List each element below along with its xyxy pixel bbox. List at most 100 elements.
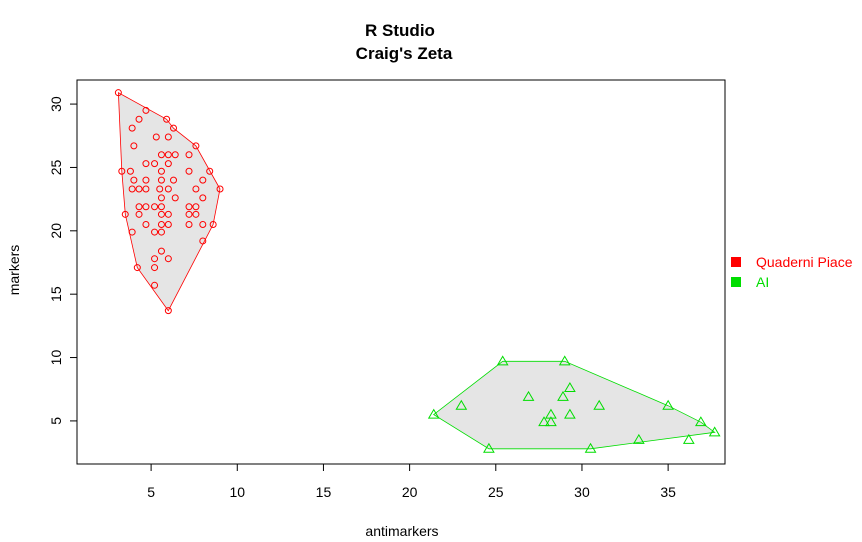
point-quaderni bbox=[216, 185, 224, 193]
point-ai bbox=[538, 416, 550, 427]
x-tick-label: 25 bbox=[488, 484, 504, 500]
y-tick-label: 25 bbox=[48, 159, 64, 175]
point-ai bbox=[662, 399, 675, 410]
point-quaderni bbox=[185, 151, 193, 159]
points-layer bbox=[114, 89, 721, 453]
point-quaderni bbox=[157, 228, 165, 236]
legend-swatch bbox=[731, 277, 741, 287]
point-quaderni bbox=[157, 167, 165, 175]
point-quaderni bbox=[164, 220, 172, 228]
point-quaderni bbox=[157, 220, 165, 228]
point-quaderni bbox=[142, 185, 150, 193]
point-quaderni bbox=[142, 203, 150, 211]
point-quaderni bbox=[128, 124, 136, 132]
legend-label: Quaderni Piace bbox=[756, 254, 853, 270]
point-quaderni bbox=[151, 160, 159, 168]
point-quaderni bbox=[121, 210, 129, 218]
point-quaderni bbox=[164, 151, 172, 159]
x-tick-label: 5 bbox=[147, 484, 155, 500]
point-quaderni bbox=[126, 167, 134, 175]
point-quaderni bbox=[130, 142, 138, 150]
y-tick-label: 15 bbox=[48, 286, 64, 302]
point-ai bbox=[545, 416, 557, 427]
point-quaderni bbox=[192, 203, 200, 211]
point-ai bbox=[483, 442, 495, 453]
x-tick-label: 30 bbox=[574, 484, 590, 500]
point-quaderni bbox=[135, 203, 143, 211]
point-quaderni bbox=[164, 133, 172, 141]
point-quaderni bbox=[130, 176, 138, 184]
point-quaderni bbox=[199, 176, 207, 184]
point-ai bbox=[557, 390, 569, 401]
legend-label: AI bbox=[756, 274, 769, 290]
point-quaderni bbox=[151, 228, 159, 236]
x-axis-label: antimarkers bbox=[365, 523, 438, 539]
point-quaderni bbox=[206, 167, 214, 175]
point-quaderni bbox=[142, 176, 150, 184]
point-quaderni bbox=[151, 281, 159, 289]
point-quaderni bbox=[135, 210, 143, 218]
point-quaderni bbox=[151, 203, 159, 211]
point-quaderni bbox=[157, 247, 165, 255]
point-quaderni bbox=[164, 185, 172, 193]
point-quaderni bbox=[199, 237, 207, 245]
point-ai bbox=[593, 399, 606, 410]
y-tick-label: 5 bbox=[48, 417, 64, 425]
point-quaderni bbox=[135, 115, 143, 123]
point-quaderni bbox=[142, 106, 150, 114]
point-quaderni bbox=[209, 220, 217, 228]
point-quaderni bbox=[142, 220, 150, 228]
x-tick-label: 20 bbox=[402, 484, 418, 500]
hull-quaderni bbox=[117, 92, 221, 312]
point-ai bbox=[455, 399, 468, 410]
point-ai bbox=[708, 426, 721, 437]
point-quaderni bbox=[185, 203, 193, 211]
point-quaderni bbox=[142, 160, 150, 168]
point-quaderni bbox=[170, 124, 178, 132]
point-quaderni bbox=[151, 255, 159, 263]
point-ai bbox=[496, 355, 509, 366]
point-quaderni bbox=[171, 151, 179, 159]
point-quaderni bbox=[128, 185, 136, 193]
legend: Quaderni Piace AI bbox=[731, 254, 853, 290]
point-quaderni bbox=[157, 194, 165, 202]
point-quaderni bbox=[135, 185, 143, 193]
point-quaderni bbox=[185, 220, 193, 228]
point-quaderni bbox=[164, 255, 172, 263]
point-quaderni bbox=[170, 176, 178, 184]
point-quaderni bbox=[114, 89, 122, 97]
point-quaderni bbox=[185, 210, 193, 218]
x-axis: 5 10 15 20 25 30 35 bbox=[147, 463, 676, 500]
point-ai bbox=[558, 355, 571, 366]
point-quaderni bbox=[157, 203, 165, 211]
hull-layer bbox=[117, 92, 716, 450]
point-ai bbox=[564, 381, 576, 392]
point-ai bbox=[427, 408, 440, 419]
point-quaderni bbox=[151, 264, 159, 272]
legend-swatch bbox=[731, 257, 741, 267]
x-tick-label: 35 bbox=[660, 484, 676, 500]
point-quaderni bbox=[157, 176, 165, 184]
point-ai bbox=[584, 442, 597, 453]
point-ai bbox=[522, 390, 535, 401]
point-ai bbox=[632, 433, 645, 444]
point-quaderni bbox=[157, 210, 165, 218]
point-quaderni bbox=[199, 194, 207, 202]
point-quaderni bbox=[128, 228, 136, 236]
y-tick-label: 20 bbox=[48, 223, 64, 239]
x-tick-label: 15 bbox=[316, 484, 332, 500]
x-tick-label: 10 bbox=[229, 484, 245, 500]
chart-title: R Studio bbox=[365, 21, 435, 40]
y-tick-label: 10 bbox=[48, 350, 64, 366]
point-quaderni bbox=[164, 210, 172, 218]
point-quaderni bbox=[157, 151, 165, 159]
hull-ai bbox=[432, 360, 716, 450]
point-quaderni bbox=[171, 194, 179, 202]
point-quaderni bbox=[192, 185, 200, 193]
y-tick-label: 30 bbox=[48, 96, 64, 112]
y-axis-label: markers bbox=[6, 245, 22, 296]
point-quaderni bbox=[199, 220, 207, 228]
point-quaderni bbox=[118, 167, 126, 175]
point-quaderni bbox=[164, 307, 172, 315]
